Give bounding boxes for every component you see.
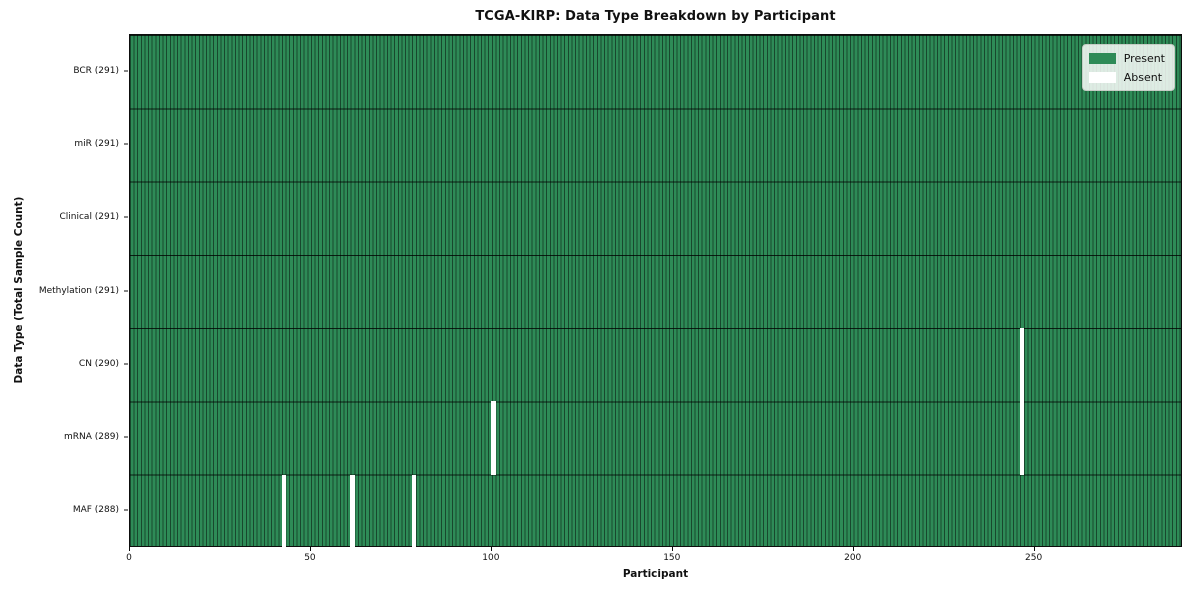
absent-stripe-MAF-61: [350, 474, 355, 548]
absent-stripe-MAF-42: [281, 474, 286, 548]
plot-area: Present Absent: [129, 34, 1182, 548]
absent-stripe-CN-246: [1019, 328, 1025, 402]
ytick-label-BCR: BCR (291): [73, 65, 119, 76]
legend: Present Absent: [1081, 44, 1175, 91]
ytick-label-Methylation: Methylation (291): [38, 285, 119, 296]
absent-stripe-mRNA-100: [491, 401, 496, 475]
y-axis-tick-gutter: BCR (291) miR (291) Clinical (291) Methylat…: [0, 34, 129, 547]
legend-swatch-absent: [1088, 71, 1116, 83]
ytick-mark: [124, 290, 128, 291]
legend-item-present: Present: [1088, 50, 1165, 66]
xtick-label-250: 250: [1025, 553, 1043, 563]
ytick-mark: [124, 70, 128, 72]
x-axis-title: Participant: [622, 568, 689, 580]
xtick-label-50: 50: [304, 553, 316, 563]
xtick-label-100: 100: [482, 553, 500, 563]
xtick-mark: [671, 547, 673, 551]
legend-label: Absent: [1123, 70, 1163, 84]
ytick-mark: [124, 436, 128, 438]
xtick-mark: [490, 547, 492, 551]
legend-label: Present: [1123, 51, 1165, 65]
ytick-mark: [124, 216, 128, 218]
ytick-label-Clinical: Clinical (291): [59, 212, 119, 223]
ytick-mark: [124, 363, 128, 365]
xtick-mark: [852, 547, 854, 551]
ytick-mark: [124, 143, 128, 145]
chart-title: TCGA-KIRP: Data Type Breakdown by Partic…: [475, 9, 836, 24]
ytick-label-mRNA: mRNA (289): [64, 432, 119, 443]
ytick-label-CN: CN (290): [78, 358, 119, 369]
xtick-mark: [1033, 547, 1035, 551]
absent-stripe-MAF-78: [411, 474, 417, 548]
ytick-mark: [124, 509, 128, 511]
ytick-label-miR: miR (291): [74, 138, 119, 149]
xtick-mark: [309, 547, 311, 551]
xtick-label-0: 0: [126, 553, 132, 563]
legend-swatch-present: [1088, 52, 1116, 64]
ytick-label-MAF: MAF (288): [72, 505, 119, 516]
xtick-label-150: 150: [663, 553, 681, 563]
xtick-mark: [129, 547, 130, 551]
xtick-label-200: 200: [844, 553, 862, 563]
absent-stripe-mRNA-246: [1019, 401, 1025, 475]
legend-item-absent: Absent: [1088, 69, 1165, 85]
x-axis-tick-strip: 0 50 100 150 200 250: [126, 547, 1182, 571]
